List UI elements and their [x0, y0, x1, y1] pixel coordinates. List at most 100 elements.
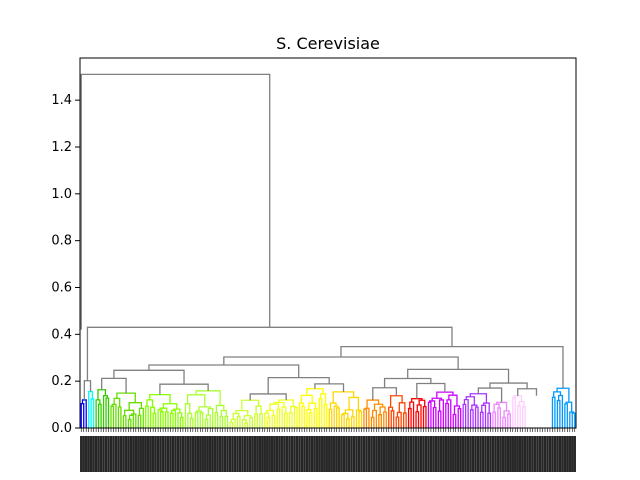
- dendrogram-link-142: [469, 409, 474, 428]
- leaf-label-mark-168: [496, 436, 500, 472]
- leaf-label-mark-90: [303, 436, 306, 472]
- dendrogram-link-52: [215, 404, 225, 413]
- leaf-label-mark-161: [479, 436, 482, 472]
- leaf-label-mark-134: [412, 436, 415, 472]
- dendrogram-link-71: [276, 408, 281, 428]
- y-tick-label-2: 0.4: [51, 327, 72, 342]
- dendrogram-link-149: [482, 402, 490, 414]
- dendrogram-link-134: [446, 399, 452, 428]
- dendrogram-link-158: [512, 397, 516, 428]
- leaf-label-mark-23: [137, 436, 140, 472]
- leaf-label-mark-165: [489, 436, 492, 472]
- dendrogram-link-168: [544, 413, 549, 428]
- dendrogram-link-54: [229, 421, 234, 428]
- dendrogram-link-117: [402, 412, 407, 428]
- dendrogram-link-87: [318, 397, 323, 428]
- leaf-label-mark-11: [107, 436, 110, 472]
- leaf-label-mark-183: [533, 436, 537, 472]
- y-tick-label-3: 0.6: [51, 280, 72, 295]
- dendrogram-link-18: [137, 414, 142, 428]
- dendrogram-link-69: [271, 414, 276, 428]
- dendrogram-link-198: [86, 326, 453, 381]
- leaf-label-mark-33: [161, 436, 165, 472]
- dendrogram-link-4: [97, 403, 102, 428]
- leaf-label-mark-103: [335, 436, 338, 472]
- leaf-label-mark-58: [223, 436, 227, 472]
- chart-title: S. Cerevisiae: [276, 34, 380, 53]
- leaf-label-mark-86: [293, 436, 296, 472]
- dendrogram-link-130: [437, 410, 442, 428]
- dendrogram-link-73: [283, 412, 288, 428]
- leaf-label-mark-47: [196, 436, 199, 472]
- leaf-label-mark-20: [129, 436, 133, 472]
- leaf-label-mark-57: [221, 436, 224, 472]
- leaf-label-mark-190: [551, 436, 554, 472]
- leaf-label-mark-4: [89, 436, 93, 472]
- dendrogram-link-108: [378, 414, 382, 428]
- leaf-label-mark-135: [414, 436, 418, 472]
- leaf-label-mark-77: [271, 436, 274, 472]
- leaf-label-mark-185: [538, 436, 542, 472]
- leaf-label-mark-96: [318, 436, 321, 472]
- leaf-label-mark-81: [280, 436, 284, 472]
- dendrogram-link-189: [517, 388, 538, 396]
- leaf-label-mark-64: [238, 436, 242, 472]
- leaf-label-mark-44: [189, 436, 192, 472]
- leaf-label-mark-153: [459, 436, 462, 472]
- dendrogram-link-103: [332, 391, 355, 404]
- leaf-label-mark-0: [80, 436, 83, 472]
- leaf-label-mark-198: [571, 436, 574, 472]
- dendrogram-link-195: [407, 368, 510, 384]
- leaf-label-mark-6: [94, 436, 98, 472]
- leaf-label-mark-85: [290, 436, 294, 472]
- leaf-label-mark-174: [511, 436, 514, 472]
- leaf-label-mark-113: [360, 436, 363, 472]
- leaf-label-mark-149: [449, 436, 452, 472]
- dendrogram-link-83: [306, 408, 312, 428]
- dendrogram-link-14: [127, 418, 132, 428]
- dendrogram-link-46: [198, 406, 212, 412]
- leaf-label-mark-98: [323, 436, 326, 472]
- dendrogram-link-196: [223, 356, 459, 370]
- dendrogram-link-106: [370, 416, 375, 428]
- dendrogram-link-150: [469, 393, 488, 404]
- leaf-label-mark-61: [231, 436, 234, 472]
- dendrogram-link-88: [323, 403, 328, 428]
- dendrogram-link-154: [502, 416, 506, 428]
- dendrogram-link-122: [415, 411, 420, 428]
- dendrogram-link-62: [235, 409, 249, 416]
- dendrogram-link-37: [189, 417, 194, 428]
- leaf-label-mark-172: [506, 436, 509, 472]
- dendrogram-link-77: [293, 406, 298, 428]
- dendrogram-link-109: [383, 411, 387, 428]
- leaf-label-mark-51: [206, 436, 209, 472]
- leaf-label-mark-56: [218, 436, 222, 472]
- leaf-label-mark-31: [156, 436, 160, 472]
- leaf-label-mark-83: [285, 436, 289, 472]
- dendrogram-link-135: [452, 413, 457, 428]
- leaf-label-mark-70: [253, 436, 257, 472]
- dendrogram-link-64: [259, 413, 263, 428]
- dendrogram-link-102: [348, 396, 360, 411]
- leaf-label-mark-156: [466, 436, 470, 472]
- dendrogram-link-148: [487, 412, 492, 428]
- dendrogram-link-93: [333, 405, 339, 428]
- leaf-label-mark-146: [442, 436, 445, 472]
- leaf-label-mark-55: [216, 436, 219, 472]
- dendrogram-link-91: [328, 408, 333, 428]
- leaf-label-mark-140: [427, 436, 430, 472]
- leaf-label-mark-195: [563, 436, 567, 472]
- dendrogram-link-166: [539, 414, 544, 428]
- leaf-label-mark-39: [176, 436, 180, 472]
- leaf-label-mark-114: [362, 436, 366, 472]
- leaf-label-mark-35: [166, 436, 170, 472]
- leaf-label-mark-80: [278, 436, 281, 472]
- dendrogram-link-197: [340, 345, 564, 389]
- leaf-label-mark-27: [147, 436, 150, 472]
- leaf-label-mark-91: [305, 436, 309, 472]
- leaf-label-mark-173: [509, 436, 512, 472]
- leaf-label-mark-24: [139, 436, 142, 472]
- leaf-label-mark-9: [102, 436, 105, 472]
- dendrogram-link-132: [431, 397, 443, 401]
- leaf-label-mark-87: [295, 436, 299, 472]
